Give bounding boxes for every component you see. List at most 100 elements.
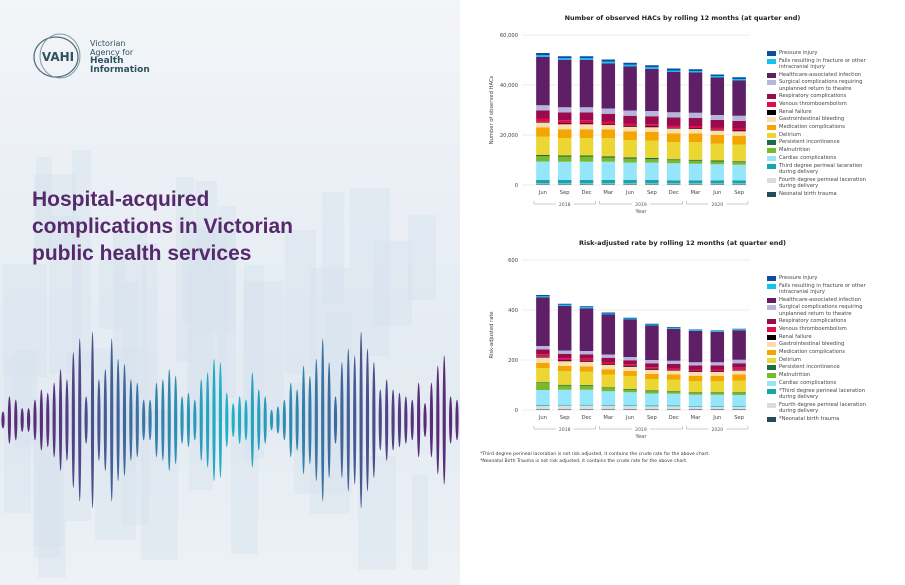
legend-swatch — [767, 102, 776, 108]
bar-segment-neonatal — [645, 184, 659, 185]
bar-segment-hai — [732, 80, 746, 116]
bar-segment-vte — [623, 364, 637, 366]
bar-segment-pressure — [579, 306, 594, 308]
soundwave-bar — [7, 396, 11, 444]
chart2-legend: Pressure injury Falls resulting in fractu… — [767, 275, 874, 423]
soundwave-bar — [122, 363, 127, 477]
bar-segment-cardiac — [710, 164, 725, 181]
y-axis-label: Number of observed HACs — [489, 75, 495, 144]
bar-segment-third — [732, 406, 746, 407]
bar-segment-medication — [579, 129, 594, 138]
legend-label: *Neonatal birth trauma — [779, 415, 840, 422]
legend-item-surgical: Surgical complications requiring unplann… — [767, 79, 874, 92]
bar-segment-neonatal — [601, 409, 616, 410]
bar-segment-renal — [623, 366, 637, 367]
soundwave-bar — [340, 362, 344, 478]
legend-swatch — [767, 305, 776, 311]
legend-item-malnutrition: Malnutrition — [767, 372, 874, 379]
bar-segment-falls — [601, 61, 616, 64]
bar-segment-fourth — [601, 406, 616, 410]
footnote-2: *Neonatal Birth Trauma is not risk adjus… — [480, 459, 688, 464]
bar-segment-neonatal — [710, 184, 725, 185]
footnote-1: *Third degree perineal laceration is not… — [480, 452, 710, 457]
bar-segment-pressure — [557, 56, 572, 59]
bar-segment-fourth — [710, 183, 725, 185]
legend-label: Fourth degree perineal laceration during… — [779, 401, 866, 414]
bar-segment-malnutrition — [645, 159, 659, 163]
background-block — [141, 410, 179, 561]
soundwave-bar — [218, 362, 223, 478]
bar-segment-incontinence — [666, 159, 681, 161]
bar-segment-fourth — [536, 183, 550, 185]
bar-segment-incontinence — [688, 159, 703, 161]
soundwave-bar — [20, 408, 24, 432]
bar-segment-third — [645, 180, 659, 184]
bar-segment-resp — [557, 112, 572, 121]
legend-label: Medication complications — [779, 349, 845, 356]
soundwave-bar — [365, 348, 370, 492]
bar-segment-gi — [710, 130, 725, 135]
bar-segment-falls — [645, 67, 659, 69]
legend-label: Neonatal birth trauma — [779, 190, 837, 197]
bar-segment-pressure — [732, 77, 746, 79]
bar-segment-delirium — [732, 144, 746, 162]
legend-label: Delirium — [779, 356, 801, 363]
bar-segment-cardiac — [601, 391, 616, 406]
legend-item-cardiac: Cardiac complications — [767, 380, 874, 386]
bar-segment-cardiac — [732, 164, 746, 181]
bar-segment-vte — [645, 124, 659, 127]
bar-segment-malnutrition — [732, 393, 746, 395]
bar-segment-malnutrition — [579, 385, 594, 390]
soundwave-bar — [385, 379, 389, 461]
bar-segment-renal — [645, 126, 659, 128]
bar-segment-falls — [688, 330, 703, 331]
legend-item-vte: Venous thromboembolism — [767, 326, 874, 333]
bar-segment-neonatal — [688, 184, 703, 185]
bar-segment-gi — [623, 366, 637, 371]
background-block — [284, 230, 317, 375]
bar-segment-cardiac — [688, 394, 703, 407]
bar-segment-fourth — [536, 405, 550, 410]
legend-item-gi: Gastrointestinal bleeding — [767, 116, 874, 123]
bar-segment-falls — [623, 64, 637, 67]
legend-swatch — [767, 163, 776, 169]
bar-segment-falls — [557, 58, 572, 60]
soundwave-bar — [372, 362, 376, 478]
x-tick-label: Dec — [669, 190, 679, 196]
bar-segment-surgical — [601, 354, 616, 358]
background-block — [182, 228, 228, 323]
bar-segment-gi — [601, 364, 616, 370]
legend-label: Healthcare-associated infection — [779, 71, 862, 78]
bar-segment-vte — [666, 368, 681, 370]
bar-segment-malnutrition — [688, 393, 703, 395]
soundwave-bar — [148, 399, 152, 441]
bar-segment-pressure — [666, 327, 681, 328]
svg-text:VAHI: VAHI — [42, 50, 74, 64]
legend-item-fourth: Fourth degree perineal laceration during… — [767, 177, 874, 190]
x-tick-label: Mar — [603, 190, 614, 196]
soundwave-bar — [154, 382, 159, 458]
bar-segment-falls — [601, 313, 616, 315]
bar-segment-hai — [579, 308, 594, 351]
bar-segment-incontinence — [732, 161, 746, 163]
background-block — [98, 255, 125, 329]
bar-segment-third — [710, 406, 725, 407]
bar-segment-neonatal — [623, 409, 637, 410]
soundwave-bar — [167, 369, 171, 471]
bar-segment-fourth — [688, 183, 703, 185]
legend-swatch — [767, 125, 776, 131]
bar-segment-renal — [710, 371, 725, 372]
soundwave-bar — [346, 348, 350, 492]
legend-item-medication: Medication complications — [767, 124, 874, 131]
soundwave-bar — [90, 331, 95, 509]
bar-segment-surgical — [732, 115, 746, 121]
background-block — [176, 176, 195, 362]
bar-segment-surgical — [710, 362, 725, 366]
legend-label: Gastrointestinal bleeding — [779, 341, 845, 348]
soundwave-bar — [391, 389, 395, 451]
bar-segment-delirium — [579, 138, 594, 156]
background-block — [122, 282, 140, 442]
soundwave-bar — [410, 399, 414, 441]
bar-segment-vte — [536, 354, 550, 357]
y-axis-label: Risk-adjusted rate — [489, 311, 495, 358]
